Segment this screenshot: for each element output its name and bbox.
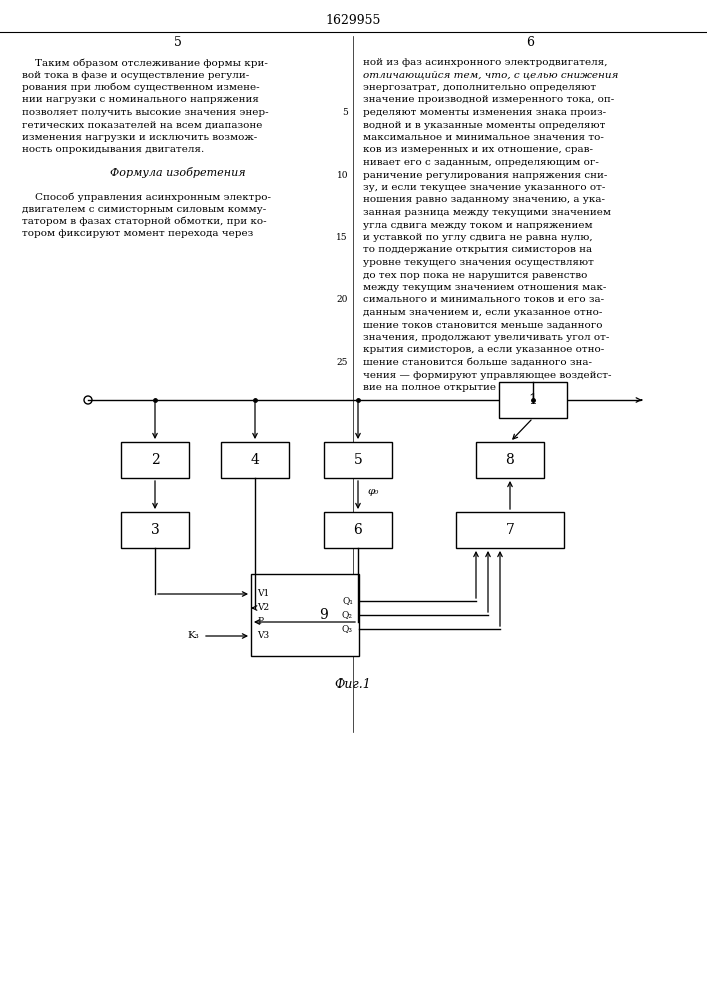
Text: 20: 20 (337, 296, 348, 304)
Text: P: P (257, 617, 263, 626)
Bar (499, 382, 567, 418)
Text: татором в фазах статорной обмотки, при ко-: татором в фазах статорной обмотки, при к… (22, 217, 267, 227)
Bar (476, 442, 544, 478)
Text: 9: 9 (319, 608, 327, 622)
Text: Q₁: Q₁ (342, 596, 353, 605)
Text: V2: V2 (257, 603, 269, 612)
Bar (121, 442, 189, 478)
Text: уровне текущего значения осуществляют: уровне текущего значения осуществляют (363, 258, 594, 267)
Text: Таким образом отслеживание формы кри-: Таким образом отслеживание формы кри- (22, 58, 268, 68)
Text: энергозатрат, дополнительно определяют: энергозатрат, дополнительно определяют (363, 83, 596, 92)
Text: нии нагрузки с номинального напряжения: нии нагрузки с номинального напряжения (22, 96, 259, 104)
Text: вой тока в фазе и осуществление регули-: вой тока в фазе и осуществление регули- (22, 70, 250, 80)
Text: 15: 15 (337, 233, 348, 242)
Text: то поддержание открытия симисторов на: то поддержание открытия симисторов на (363, 245, 592, 254)
Text: шение токов становится меньше заданного: шение токов становится меньше заданного (363, 320, 602, 330)
Text: крытия симисторов, а если указанное отно-: крытия симисторов, а если указанное отно… (363, 346, 604, 355)
Text: 1629955: 1629955 (325, 13, 380, 26)
Text: 7: 7 (506, 523, 515, 537)
Text: 2: 2 (151, 453, 159, 467)
Bar (251, 574, 359, 656)
Text: K₃: K₃ (187, 632, 199, 641)
Text: зу, и если текущее значение указанного от-: зу, и если текущее значение указанного о… (363, 183, 605, 192)
Text: ной из фаз асинхронного электродвигателя,: ной из фаз асинхронного электродвигателя… (363, 58, 607, 67)
Bar (221, 442, 289, 478)
Text: 3: 3 (151, 523, 159, 537)
Text: Фиг.1: Фиг.1 (334, 678, 371, 692)
Text: Q₃: Q₃ (342, 624, 353, 634)
Text: максимальное и минимальное значения то-: максимальное и минимальное значения то- (363, 133, 604, 142)
Text: шение становится больше заданного зна-: шение становится больше заданного зна- (363, 358, 592, 367)
Text: Формула изобретения: Формула изобретения (110, 167, 246, 178)
Text: симального и минимального токов и его за-: симального и минимального токов и его за… (363, 296, 604, 304)
Text: данным значением и, если указанное отно-: данным значением и, если указанное отно- (363, 308, 602, 317)
Text: 8: 8 (506, 453, 515, 467)
Text: гетических показателей на всем диапазоне: гетических показателей на всем диапазоне (22, 120, 262, 129)
Text: раничение регулирования напряжения сни-: раничение регулирования напряжения сни- (363, 170, 607, 180)
Text: изменения нагрузки и исключить возмож-: изменения нагрузки и исключить возмож- (22, 133, 257, 142)
Text: 25: 25 (337, 358, 348, 367)
Text: 4: 4 (250, 453, 259, 467)
Text: 6: 6 (354, 523, 363, 537)
Text: чения — формируют управляющее воздейст-: чения — формируют управляющее воздейст- (363, 370, 612, 379)
Text: и уставкой по углу сдвига не равна нулю,: и уставкой по углу сдвига не равна нулю, (363, 233, 592, 242)
Bar (121, 512, 189, 548)
Text: 5: 5 (342, 108, 348, 117)
Text: занная разница между текущими значением: занная разница между текущими значением (363, 208, 611, 217)
Text: 5: 5 (354, 453, 363, 467)
Text: φ₀: φ₀ (368, 487, 380, 495)
Text: ность опрокидывания двигателя.: ность опрокидывания двигателя. (22, 145, 204, 154)
Text: V3: V3 (257, 632, 269, 641)
Text: ношения равно заданному значению, а ука-: ношения равно заданному значению, а ука- (363, 196, 605, 205)
Text: ков из измеренных и их отношение, срав-: ков из измеренных и их отношение, срав- (363, 145, 593, 154)
Text: Q₂: Q₂ (342, 610, 353, 619)
Text: значение производной измеренного тока, оп-: значение производной измеренного тока, о… (363, 96, 614, 104)
Text: водной и в указанные моменты определяют: водной и в указанные моменты определяют (363, 120, 605, 129)
Bar (324, 512, 392, 548)
Text: позволяет получить высокие значения энер-: позволяет получить высокие значения энер… (22, 108, 269, 117)
Bar (324, 442, 392, 478)
Text: 6: 6 (526, 35, 534, 48)
Text: до тех пор пока не нарушится равенство: до тех пор пока не нарушится равенство (363, 270, 588, 279)
Text: Способ управления асинхронным электро-: Способ управления асинхронным электро- (22, 192, 271, 202)
Text: между текущим значением отношения мак-: между текущим значением отношения мак- (363, 283, 607, 292)
Text: отличающийся тем, что, с целью снижения: отличающийся тем, что, с целью снижения (363, 70, 619, 80)
Text: тором фиксируют момент перехода через: тором фиксируют момент перехода через (22, 230, 253, 238)
Text: рования при любом существенном измене-: рования при любом существенном измене- (22, 83, 259, 93)
Text: 5: 5 (174, 35, 182, 48)
Bar (456, 512, 564, 548)
Text: значения, продолжают увеличивать угол от-: значения, продолжают увеличивать угол от… (363, 333, 609, 342)
Text: угла сдвига между током и напряжением: угла сдвига между током и напряжением (363, 221, 592, 230)
Text: двигателем с симисторным силовым комму-: двигателем с симисторным силовым комму- (22, 205, 267, 214)
Text: нивает его с заданным, определяющим ог-: нивает его с заданным, определяющим ог- (363, 158, 599, 167)
Text: 10: 10 (337, 170, 348, 180)
Text: ределяют моменты изменения знака произ-: ределяют моменты изменения знака произ- (363, 108, 606, 117)
Text: вие на полное открытие симисторов.: вие на полное открытие симисторов. (363, 383, 567, 392)
Text: V1: V1 (257, 589, 269, 598)
Text: 1: 1 (529, 393, 537, 407)
